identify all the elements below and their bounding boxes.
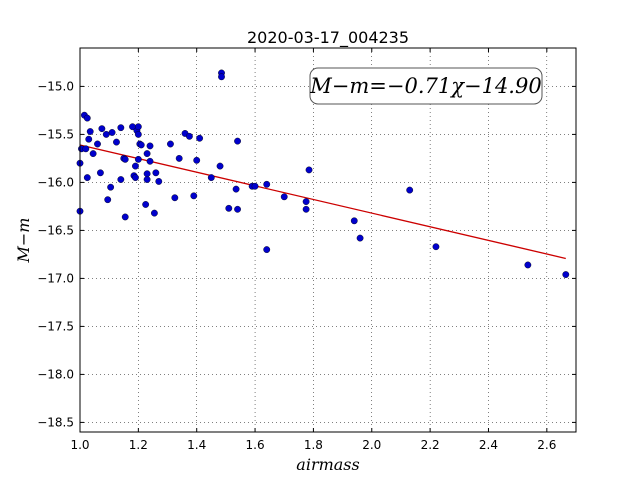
data-point (263, 180, 271, 188)
data-point (225, 204, 233, 212)
fit-line-group (79, 144, 566, 260)
data-point (302, 198, 310, 206)
data-point (98, 125, 106, 133)
data-point (175, 154, 183, 162)
y-tick-label: −16.5 (37, 223, 74, 237)
data-point (146, 157, 154, 165)
y-tick-label: −15.0 (37, 79, 74, 93)
data-point (186, 132, 193, 140)
y-tick-label: −17.5 (37, 319, 74, 333)
data-point (216, 162, 224, 170)
y-tick-label: −17.0 (37, 271, 74, 285)
data-point (108, 129, 116, 136)
data-point (146, 142, 154, 150)
fit-line (79, 144, 566, 260)
x-tick-label: 1.6 (246, 438, 265, 452)
data-point (562, 271, 570, 278)
data-point (196, 134, 204, 142)
data-point (251, 182, 259, 190)
data-point (82, 145, 90, 153)
y-tick-label: −18.5 (37, 415, 74, 429)
data-point (83, 114, 91, 122)
chart-title: 2020-03-17_004235 (247, 28, 409, 48)
x-tick-label: 1.4 (187, 438, 206, 452)
data-point (132, 162, 139, 170)
data-point (207, 174, 215, 182)
data-point (107, 183, 115, 191)
data-point (104, 196, 112, 204)
data-point (94, 140, 101, 148)
data-point (137, 141, 145, 149)
data-point (305, 166, 313, 174)
y-axis-label: M−m (14, 218, 33, 264)
data-point (232, 185, 240, 193)
data-point (113, 138, 120, 146)
data-point (152, 169, 160, 177)
data-point (406, 186, 414, 194)
annotation-text: M−m=−0.71χ−14.90 (309, 74, 541, 98)
data-point (143, 150, 151, 158)
x-tick-label: 2.0 (362, 438, 381, 452)
data-point (302, 205, 310, 213)
data-point (356, 234, 364, 242)
data-point (524, 261, 532, 269)
data-point (143, 170, 151, 178)
data-point (134, 130, 142, 138)
x-tick-label: 2.6 (537, 438, 556, 452)
data-point (167, 140, 174, 148)
data-point (121, 213, 129, 221)
data-point (171, 194, 179, 202)
plot-area-frame (79, 47, 577, 433)
y-tick-label: −16.0 (37, 175, 74, 189)
y-tick-label: −18.0 (37, 367, 74, 381)
data-point (155, 178, 163, 185)
data-point (432, 243, 440, 251)
y-tick-label: −15.5 (37, 127, 74, 141)
data-point (280, 193, 288, 201)
data-point (190, 192, 198, 200)
data-point (85, 135, 93, 143)
data-point (143, 176, 151, 183)
data-point (150, 209, 158, 217)
data-point (117, 176, 125, 183)
data-point (83, 174, 91, 182)
data-points (76, 69, 570, 278)
data-point (89, 150, 97, 158)
x-tick-label: 1.2 (129, 438, 148, 452)
data-point (86, 128, 94, 135)
x-axis-label: airmass (296, 455, 359, 474)
data-point (234, 137, 241, 145)
data-point (350, 217, 358, 225)
data-point (142, 201, 150, 208)
axis-ticks: 1.0 1.2 1.4 1.6 1.8 2.0 2.2 2.4 2.6 −15.0 −15.5 −16… (37, 48, 576, 452)
data-point (234, 205, 241, 213)
data-point (218, 73, 225, 81)
data-point (193, 156, 201, 164)
x-tick-label: 2.4 (479, 438, 498, 452)
data-point (121, 155, 129, 163)
fit-annotation: M−m=−0.71χ−14.90 (309, 67, 543, 105)
x-tick-label: 1.0 (70, 438, 89, 452)
data-point (117, 124, 125, 132)
data-point (134, 155, 142, 163)
data-point (134, 123, 142, 131)
data-point (132, 174, 139, 182)
x-tick-label: 1.8 (304, 438, 323, 452)
data-point (102, 130, 110, 138)
data-point (97, 169, 104, 177)
data-point (263, 246, 271, 254)
annotation-box (309, 67, 543, 105)
x-tick-label: 2.2 (421, 438, 440, 452)
